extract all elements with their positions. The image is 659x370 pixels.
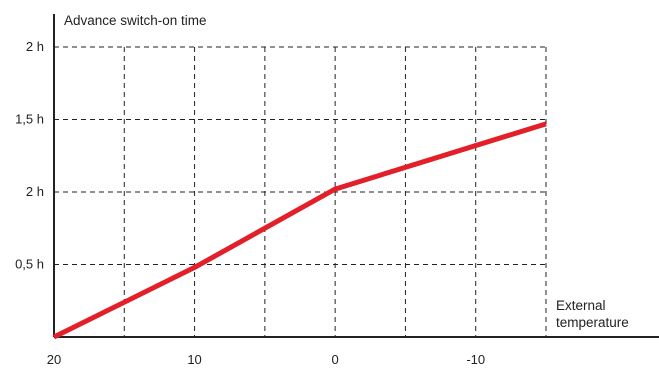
series	[52, 121, 547, 340]
x-axis-title-line-1: External	[556, 298, 606, 313]
x-tick-labels: 20 10 0 -10	[47, 352, 485, 367]
x-tick-label: 20	[47, 352, 61, 367]
y-tick-label: 1,5 h	[15, 112, 44, 127]
grid	[53, 46, 547, 337]
y-tick-label: 2 h	[26, 184, 44, 199]
y-tick-label: 0,5 h	[15, 257, 44, 272]
axes	[53, 14, 659, 338]
x-tick-label: 10	[187, 352, 201, 367]
y-tick-label: 2 h	[26, 39, 44, 54]
x-tick-label: -10	[466, 352, 485, 367]
x-tick-label: 0	[332, 352, 339, 367]
y-tick-labels: 0,5 h 2 h 1,5 h 2 h	[15, 39, 44, 272]
series-line	[52, 121, 547, 340]
x-axis-title-line-2: temperature	[556, 315, 629, 330]
y-axis-title: Advance switch-on time	[64, 13, 207, 28]
